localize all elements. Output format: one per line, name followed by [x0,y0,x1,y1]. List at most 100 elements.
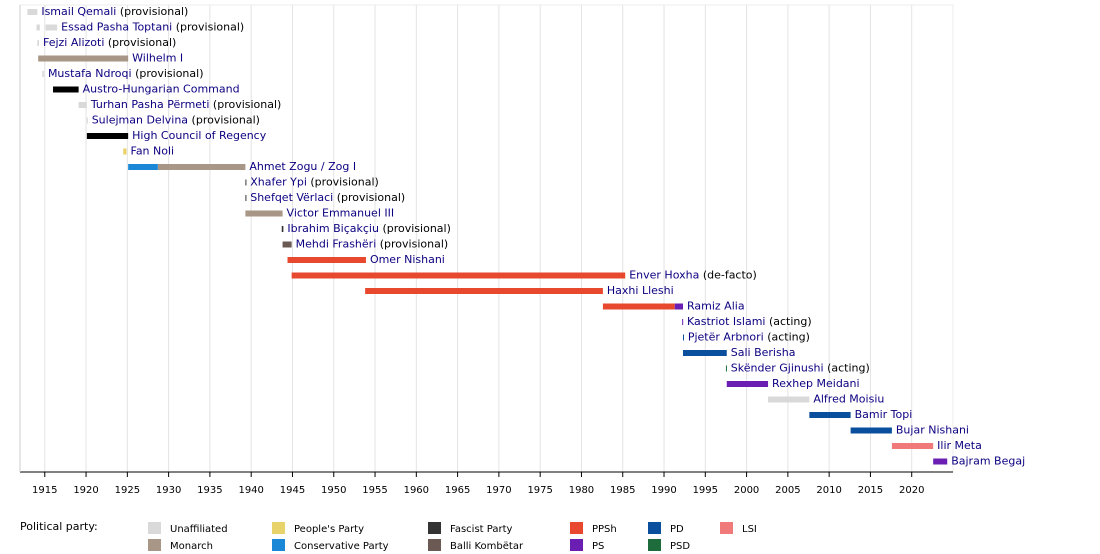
person-link[interactable]: Ramiz Alia [687,300,745,313]
legend-label: PS [592,541,604,552]
x-tick-label: 2000 [734,485,759,496]
row-label: Victor Emmanuel III [287,207,395,220]
x-tick-label: 1985 [610,485,635,496]
row-note: (de-facto) [703,269,757,282]
legend-swatch [428,539,441,551]
person-link[interactable]: High Council of Regency [132,129,267,142]
person-link[interactable]: Shefqet Vërlaci [250,191,333,204]
term-bar [45,24,58,31]
x-tick-label: 1960 [404,485,429,496]
person-link[interactable]: Wilhelm I [132,52,183,65]
person-link[interactable]: Pjetër Arbnori [688,331,764,344]
row-note: (provisional) [337,191,405,204]
person-link[interactable]: Ahmet Zogu / Zog I [249,160,356,173]
legend-label: Balli Kombëtar [450,541,524,552]
person-link[interactable]: Enver Hoxha [629,269,699,282]
person-link[interactable]: Mehdi Frashëri [296,238,377,251]
row-label: Ilir Meta [937,439,982,452]
person-link[interactable]: Bujar Nishani [896,424,969,437]
x-tick-label: 1955 [362,485,387,496]
legend-swatch [148,522,161,534]
legend-swatch [570,522,583,534]
person-link[interactable]: Fan Noli [131,145,175,158]
person-link[interactable]: Kastriot Islami [687,315,765,328]
term-bar [683,350,727,356]
row-note: (provisional) [176,21,244,34]
legend-label: PSD [670,541,690,552]
person-link[interactable]: Rexhep Meidani [772,377,860,390]
person-link[interactable]: Ibrahim Biçakçiu [287,222,379,235]
legend-label: LSI [742,524,757,535]
row-note: (provisional) [380,238,448,251]
row-label: Fejzi Alizoti (provisional) [43,36,176,49]
person-link[interactable]: Haxhi Lleshi [607,284,674,297]
x-tick-label: 1975 [527,485,552,496]
term-bar [674,303,684,310]
legend-label: PD [670,524,684,535]
row-label: Ahmet Zogu / Zog I [249,160,356,173]
row-label: Rexhep Meidani [772,377,860,390]
person-link[interactable]: Turhan Pasha Përmeti [90,98,210,111]
legend-swatch [720,522,733,534]
person-link[interactable]: Omer Nishani [370,253,445,266]
row-label: Turhan Pasha Përmeti (provisional) [90,98,281,111]
term-bar [365,288,603,294]
person-link[interactable]: Sulejman Delvina [92,114,188,127]
person-link[interactable]: Sali Berisha [731,346,796,359]
term-bar [123,148,127,155]
x-tick-label: 1965 [445,485,470,496]
person-link[interactable]: Mustafa Ndroqi [48,67,132,80]
row-label: Essad Pasha Toptani (provisional) [61,21,244,34]
person-link[interactable]: Ismail Qemali [41,5,116,18]
row-label: Pjetër Arbnori (acting) [688,331,810,344]
legend-swatch [148,539,161,551]
person-link[interactable]: Austro-Hungarian Command [83,83,240,96]
term-bar [291,272,626,279]
row-note: (provisional) [108,36,176,49]
row-label: Austro-Hungarian Command [83,83,240,96]
row-label: Ramiz Alia [687,300,745,313]
x-tick-label: 2015 [858,485,883,496]
x-tick-label: 2020 [899,485,924,496]
x-tick-label: 1940 [238,485,263,496]
legend-label: Conservative Party [294,541,389,552]
row-note: (provisional) [135,67,203,80]
legend-swatch [428,522,441,534]
row-label: Fan Noli [131,145,175,158]
term-bar [809,412,851,418]
term-bar [37,40,39,46]
person-link[interactable]: Xhafer Ypi [250,176,307,189]
term-bar [933,458,948,465]
term-bar [602,303,675,310]
term-bar [682,319,684,325]
term-bar [157,164,246,170]
person-link[interactable]: Fejzi Alizoti [43,36,104,49]
person-link[interactable]: Essad Pasha Toptani [61,21,172,34]
legend-swatch [648,522,661,534]
person-link[interactable]: Skënder Gjinushi [731,362,824,375]
x-tick-label: 1920 [73,485,98,496]
row-label: Sulejman Delvina (provisional) [92,114,260,127]
term-bar [38,55,129,62]
term-bar [245,210,283,217]
row-note: (provisional) [120,5,188,18]
row-note: (acting) [767,331,810,344]
person-link[interactable]: Bajram Begaj [951,455,1025,468]
row-label: Wilhelm I [132,52,183,65]
row-label: Shefqet Vërlaci (provisional) [250,191,405,204]
row-label: Mehdi Frashëri (provisional) [296,238,449,251]
term-bar [36,24,40,31]
x-tick-label: 1935 [197,485,222,496]
row-label: Skënder Gjinushi (acting) [731,362,870,375]
person-link[interactable]: Alfred Moisiu [813,393,884,406]
x-tick-label: 1995 [693,485,718,496]
person-link[interactable]: Ilir Meta [937,439,982,452]
plot-area [19,4,954,473]
term-bar [725,365,727,372]
row-note: (acting) [827,362,870,375]
legend-swatch [272,539,285,551]
row-label: Bajram Begaj [951,455,1025,468]
person-link[interactable]: Victor Emmanuel III [287,207,395,220]
person-link[interactable]: Bamir Topi [855,408,913,421]
